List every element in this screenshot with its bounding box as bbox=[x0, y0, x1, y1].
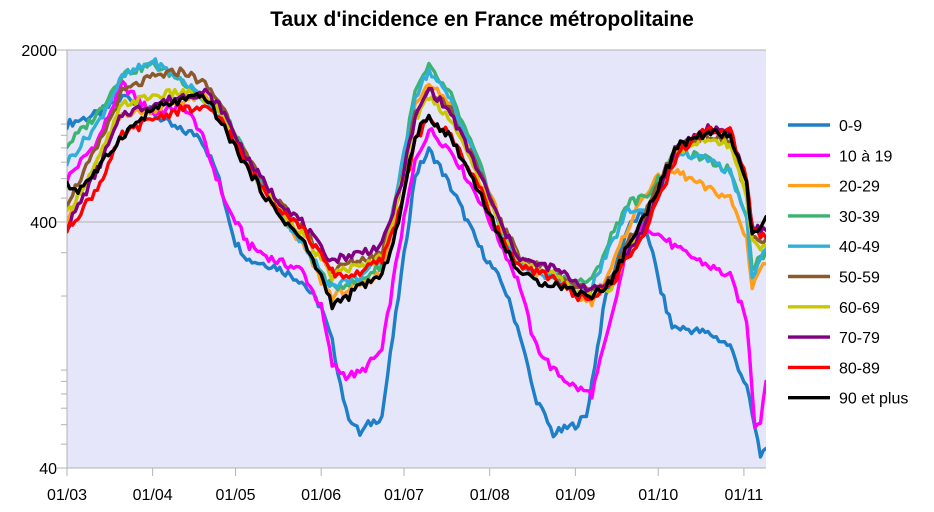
x-tick-label: 01/07 bbox=[384, 487, 424, 504]
x-tick-label: 01/06 bbox=[301, 487, 341, 504]
x-tick-label: 01/05 bbox=[216, 487, 256, 504]
x-tick-label: 01/11 bbox=[724, 487, 763, 504]
y-tick-label: 2000 bbox=[21, 43, 57, 60]
x-tick-label: 01/03 bbox=[47, 487, 87, 504]
legend-label-9: 90 et plus bbox=[839, 391, 908, 408]
legend-label-3: 30-39 bbox=[839, 209, 880, 226]
x-tick-label: 01/10 bbox=[638, 487, 678, 504]
legend-label-5: 50-59 bbox=[839, 270, 880, 287]
legend-label-7: 70-79 bbox=[839, 330, 880, 347]
y-tick-label: 400 bbox=[30, 215, 57, 232]
legend-label-1: 10 à 19 bbox=[839, 148, 892, 165]
plot-background bbox=[67, 50, 766, 468]
x-tick-label: 01/04 bbox=[133, 487, 173, 504]
legend-label-0: 0-9 bbox=[839, 118, 862, 135]
legend: 0-9 10 à 19 20-29 30-39 40-49 50-59 60-69 70-79… bbox=[788, 118, 908, 408]
series-line-9 bbox=[67, 92, 766, 311]
chart-title: Taux d'incidence en France métropolitain… bbox=[270, 8, 694, 31]
series-line-2 bbox=[67, 82, 766, 308]
plot-area: 2000 400 40 01/03 01/04 01/05 01/06 01/07 01/08 0… bbox=[21, 43, 766, 504]
y-tick-label: 40 bbox=[39, 461, 57, 478]
legend-label-4: 40-49 bbox=[839, 239, 880, 256]
legend-label-2: 20-29 bbox=[839, 179, 880, 196]
series-line-0 bbox=[67, 93, 766, 459]
legend-label-8: 80-89 bbox=[839, 360, 880, 377]
series-line-3 bbox=[67, 59, 766, 292]
x-tick-label: 01/08 bbox=[470, 487, 510, 504]
x-tick-label: 01/09 bbox=[555, 487, 595, 504]
legend-label-6: 60-69 bbox=[839, 300, 880, 317]
